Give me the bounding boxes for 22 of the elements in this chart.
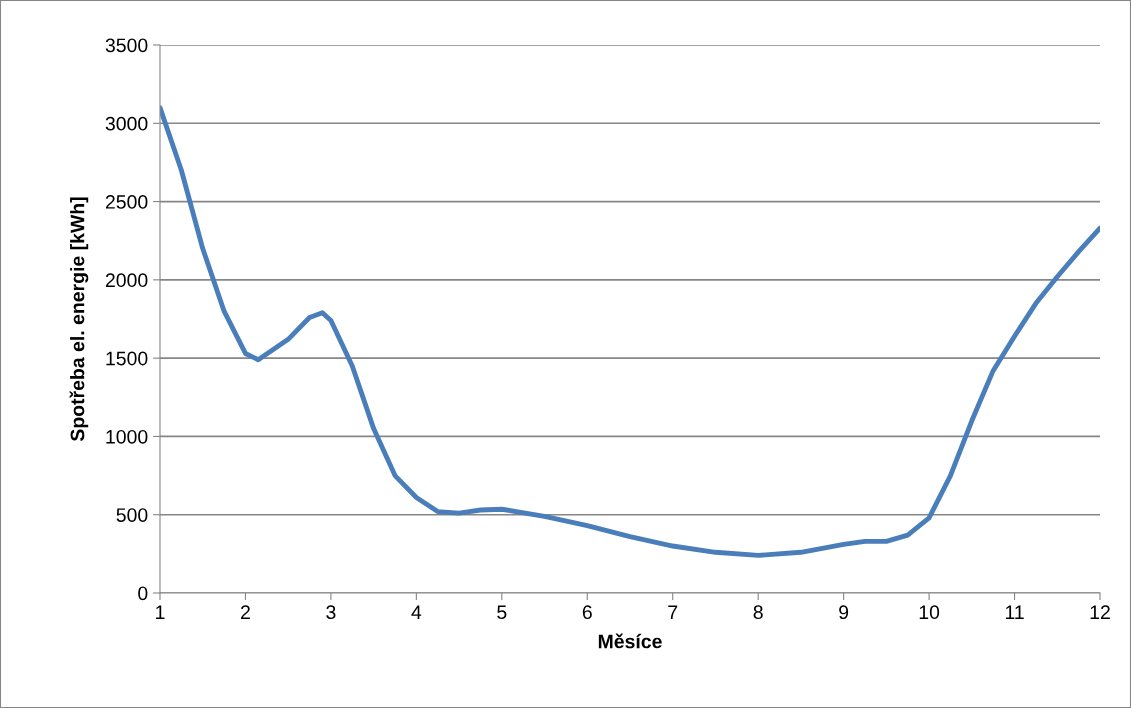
y-tick-label: 3000 [105,116,148,131]
x-tick-label: 7 [668,605,678,619]
y-tick-label: 2000 [105,273,148,288]
y-tick-label: 500 [116,508,148,522]
y-axis-title: Spotřeba el. energie [kWh] [69,197,89,442]
x-tick-label: 2 [241,605,250,619]
x-tick-label: 12 [1090,605,1110,619]
x-tick-label: 6 [582,605,592,620]
x-tick-label: 9 [839,605,849,620]
y-tick-label: 3500 [105,38,148,53]
x-tick-label: 11 [1005,605,1024,619]
y-tick-label: 0 [138,586,148,601]
y-tick-label: 1500 [106,351,148,366]
x-tick-label: 3 [326,605,336,620]
x-axis-title: Měsíce [598,633,662,649]
x-tick-label: 1 [156,605,165,619]
x-tick-label: 5 [497,605,507,620]
x-tick-label: 10 [919,605,940,620]
x-tick-label: 4 [411,605,422,619]
x-tick-label: 8 [753,605,763,620]
y-tick-label: 1000 [106,429,148,444]
y-tick-label: 2500 [105,195,148,209]
